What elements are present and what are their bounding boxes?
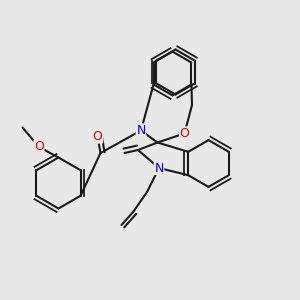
Text: O: O xyxy=(93,130,102,143)
Text: N: N xyxy=(136,124,146,137)
Text: O: O xyxy=(180,127,189,140)
Text: N: N xyxy=(154,161,164,175)
Text: O: O xyxy=(34,140,44,154)
